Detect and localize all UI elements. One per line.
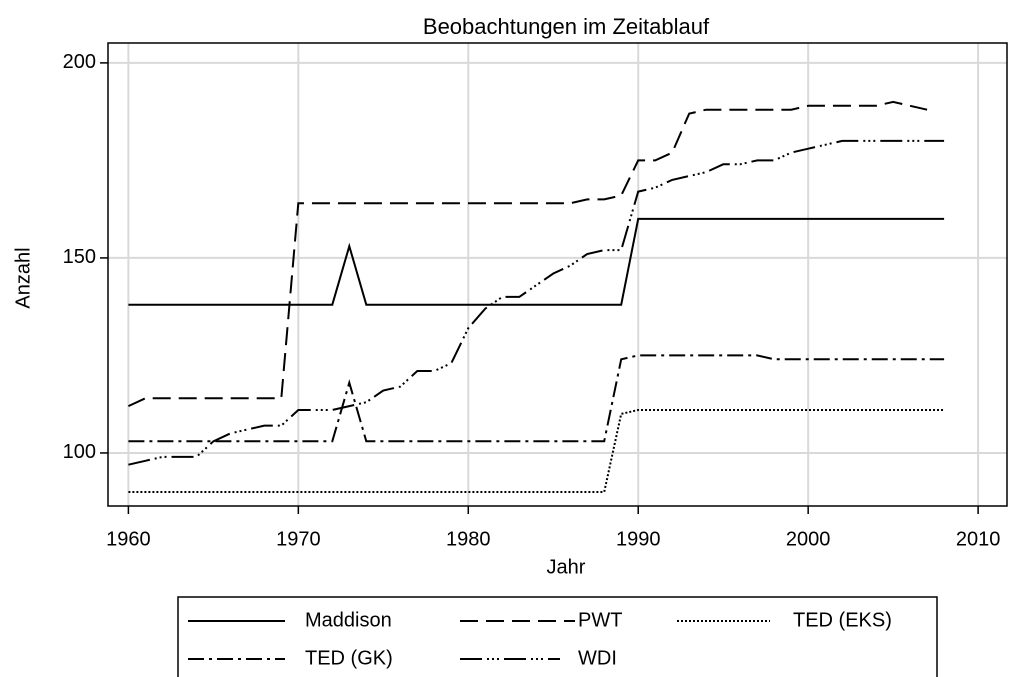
legend-label: PWT — [578, 609, 622, 631]
x-tick-label: 1970 — [276, 528, 321, 550]
y-axis-label: Anzahl — [12, 247, 34, 308]
legend-label: Maddison — [305, 609, 392, 631]
legend-label: WDI — [578, 647, 617, 669]
legend-label: TED (GK) — [305, 647, 393, 669]
x-tick-label: 2000 — [786, 528, 831, 550]
x-tick-label: 1990 — [616, 528, 661, 550]
series-line — [127, 100, 928, 408]
y-tick-label: 100 — [63, 441, 96, 463]
series-line — [128, 409, 945, 493]
x-tick-label: 1980 — [446, 528, 491, 550]
series-line — [128, 217, 945, 306]
series-line — [128, 139, 945, 466]
y-tick-label: 150 — [63, 246, 96, 268]
x-tick-label: 1960 — [106, 528, 151, 550]
legend-label: TED (EKS) — [793, 609, 892, 631]
x-tick-label: 2010 — [956, 528, 1001, 550]
chart-title: Beobachtungen im Zeitablauf — [423, 14, 710, 39]
x-axis-label: Jahr — [547, 556, 586, 578]
legend-box — [177, 596, 938, 677]
plot-frame — [107, 42, 1008, 507]
series-line — [128, 354, 945, 443]
y-tick-label: 200 — [63, 51, 96, 73]
